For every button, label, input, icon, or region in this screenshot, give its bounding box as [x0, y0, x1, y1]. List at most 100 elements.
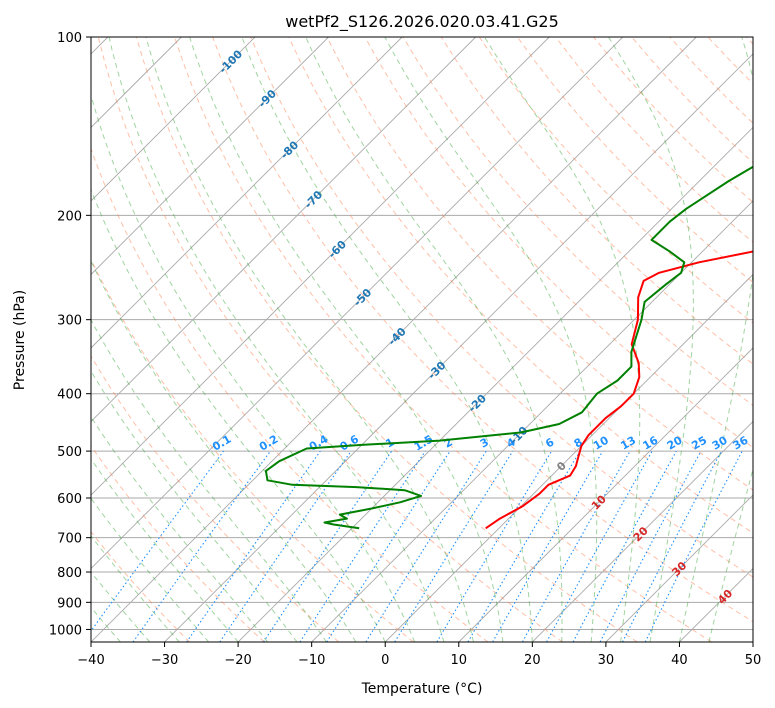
mixing-ratio-line [132, 450, 271, 642]
mixing-ratio-label: 16 [641, 433, 661, 452]
moist-adiabat-line [484, 37, 641, 642]
moist-adiabat-line [91, 188, 386, 642]
mixing-ratio-line [299, 450, 426, 642]
isotherm-line [679, 567, 753, 642]
mixing-ratio-label: 6 [543, 435, 556, 450]
x-axis-label: Temperature (°C) [361, 681, 483, 697]
isotherm-line [91, 37, 697, 642]
line-labels: 0.1 0.2 0.4 0.6 1 1.5 2 3 4 6 8 10 13 16 20 25 30 36-100-… [210, 47, 750, 607]
isotherm-label: -80 [278, 138, 301, 161]
isotherm-label: -60 [326, 238, 349, 261]
dry-adiabat-line [593, 37, 753, 203]
moist-adiabat-line [145, 37, 474, 642]
dry-adiabat-line [478, 37, 753, 324]
moist-adiabat-line [91, 535, 180, 642]
mixing-ratio-label: 13 [618, 434, 638, 453]
moist-adiabat-line [91, 370, 298, 642]
dry-adiabat-line [97, 37, 563, 642]
dry-adiabat-line [174, 37, 713, 642]
isotherm-line [752, 641, 753, 642]
dry-adiabat-line [91, 530, 191, 642]
y-tick-label: 400 [57, 388, 82, 403]
mixing-ratio-label: 25 [689, 434, 709, 453]
dry-adiabat-line [288, 37, 753, 534]
y-axis-label: Pressure (hPa) [12, 290, 28, 390]
moist-adiabat-line [708, 467, 753, 642]
mixing-ratio-line [219, 450, 352, 642]
dry-adiabat-line [91, 147, 489, 642]
isotherm-label: -70 [302, 188, 325, 211]
dry-adiabat-line [669, 37, 753, 124]
mixing-ratio-line [644, 450, 743, 642]
y-tick-label: 1000 [49, 623, 82, 638]
mixing-ratio-line [263, 450, 393, 642]
y-tick-label: 900 [57, 596, 82, 611]
y-tick-label: 600 [57, 492, 82, 507]
mixing-ratio-label: 10 [591, 433, 611, 452]
dry-adiabat-line [745, 37, 753, 45]
y-axis: 100 200 300 400 500 600 700 800 900 1000 [49, 31, 91, 638]
moist-adiabat-line [91, 458, 239, 642]
y-tick-label: 500 [57, 445, 82, 460]
y-tick-label: 300 [57, 314, 82, 329]
isotherm-label: -40 [386, 325, 409, 348]
plot-frame [90, 36, 754, 643]
x-tick-label: 30 [598, 653, 615, 668]
isotherm-line [91, 37, 403, 349]
temperature-profile-line [485, 250, 753, 530]
x-axis: −40 −30 −20 −10 0 10 20 30 40 50 [77, 642, 761, 668]
moist-adiabat-line [384, 37, 598, 642]
moist-adiabat-line [91, 259, 357, 642]
dry-adiabat-line [250, 37, 753, 578]
x-tick-label: −20 [224, 653, 251, 668]
isotherm-line [164, 53, 753, 642]
isotherm-line [91, 37, 550, 496]
moist-adiabat-line [305, 37, 563, 642]
moist-adiabat-line [189, 37, 504, 642]
mixing-ratio-label: 2 [442, 436, 455, 451]
x-tick-label: 20 [524, 653, 541, 668]
dry-adiabat-line [91, 445, 265, 642]
moist-adiabat-line [241, 37, 533, 642]
y-tick-label: 200 [57, 209, 82, 224]
mixing-ratio-line [91, 450, 225, 632]
mixing-ratio-label: 0.6 [338, 432, 362, 453]
mixing-ratio-label: 0.4 [307, 432, 331, 453]
isotherm-line [91, 37, 624, 570]
isotherm-label: -100 [217, 47, 246, 76]
moist-adiabat-line [91, 415, 268, 642]
dry-adiabat-line [91, 355, 340, 642]
dry-adiabat-line [440, 37, 753, 365]
isotherm-line [91, 37, 329, 276]
isotherm-label: -50 [351, 286, 374, 309]
isotherm-line [384, 273, 753, 642]
mixing-ratio-line [186, 450, 321, 642]
background-lines [91, 37, 753, 642]
x-tick-label: 0 [381, 653, 389, 668]
y-tick-label: 100 [57, 31, 82, 46]
y-tick-label: 800 [57, 566, 82, 581]
isotherm-label: -90 [256, 87, 279, 110]
profile-lines [264, 165, 753, 530]
mixing-ratio-label: 36 [731, 433, 751, 452]
mixing-ratio-label: 1.5 [412, 433, 435, 454]
dry-adiabat-line [135, 37, 638, 642]
isotherm-line [91, 37, 256, 202]
isotherm-label: 0 [554, 459, 569, 474]
moist-adiabat-line [608, 37, 694, 642]
isotherm-label: 10 [589, 492, 609, 512]
mixing-ratio-line [326, 450, 451, 642]
isotherm-line [91, 37, 476, 423]
moist-adiabat-line [91, 497, 210, 642]
dry-adiabat-line [516, 37, 753, 284]
moist-adiabat-line [91, 93, 416, 642]
isotherm-label: -20 [466, 392, 489, 415]
x-tick-label: −30 [151, 653, 178, 668]
isotherm-line [605, 494, 753, 642]
mixing-ratio-label: 30 [710, 433, 730, 452]
mixing-ratio-line [436, 450, 553, 642]
mixing-ratio-line [572, 450, 677, 642]
isotherm-line [458, 347, 753, 642]
dry-adiabat-line [212, 37, 753, 623]
